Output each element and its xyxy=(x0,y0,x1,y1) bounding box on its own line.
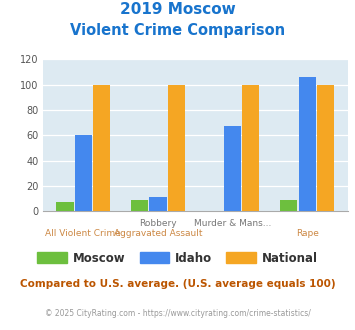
Bar xyxy=(56,202,73,211)
Bar xyxy=(149,197,166,211)
Legend: Moscow, Idaho, National: Moscow, Idaho, National xyxy=(33,247,322,269)
Text: © 2025 CityRating.com - https://www.cityrating.com/crime-statistics/: © 2025 CityRating.com - https://www.city… xyxy=(45,309,310,317)
Text: Violent Crime Comparison: Violent Crime Comparison xyxy=(70,23,285,38)
Bar xyxy=(168,85,185,211)
Text: 2019 Moscow: 2019 Moscow xyxy=(120,2,235,16)
Bar xyxy=(224,126,241,211)
Text: Rape: Rape xyxy=(296,229,318,238)
Text: Compared to U.S. average. (U.S. average equals 100): Compared to U.S. average. (U.S. average … xyxy=(20,279,335,289)
Text: Aggravated Assault: Aggravated Assault xyxy=(114,229,202,238)
Bar xyxy=(299,77,316,211)
Bar xyxy=(131,200,148,211)
Bar xyxy=(93,85,110,211)
Bar xyxy=(242,85,260,211)
Bar xyxy=(317,85,334,211)
Bar xyxy=(280,200,297,211)
Text: All Violent Crime: All Violent Crime xyxy=(45,229,121,238)
Text: Murder & Mans...: Murder & Mans... xyxy=(194,219,271,228)
Bar xyxy=(75,135,92,211)
Text: Robbery: Robbery xyxy=(139,219,177,228)
